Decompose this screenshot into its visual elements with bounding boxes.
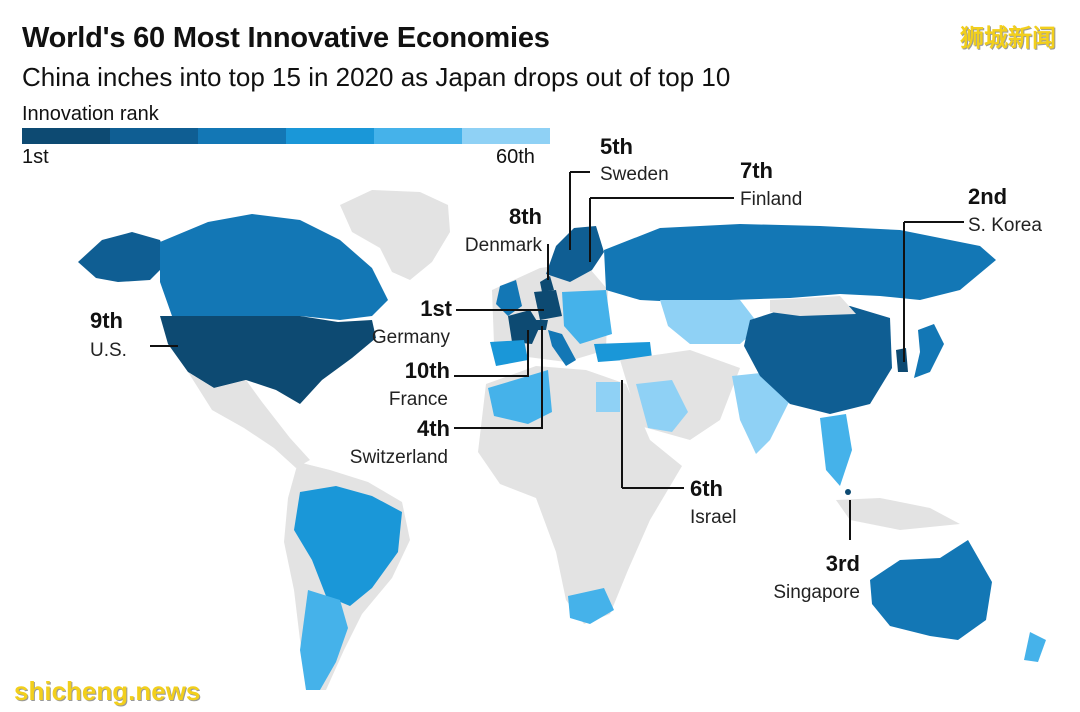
callout-rank-singapore: 3rd [825,551,860,576]
leader-line-switzerland [454,326,543,429]
region-brazil [294,486,402,606]
region-north-africa [488,370,552,424]
region-saudi-arabia [636,380,688,432]
region-eastern-europe [562,290,612,344]
region-australia [870,540,992,640]
callout-country-sweden: Sweden [600,164,669,185]
callout-country-switzerland: Switzerland [349,447,448,468]
callout-rank-finland: 7th [740,158,773,183]
legend-swatch-5 [374,128,462,144]
callout-country-singapore: Singapore [773,582,860,603]
legend-min-label: 1st [22,146,49,168]
leader-line-korea [903,221,964,362]
callout-country-denmark: Denmark [464,235,542,256]
region-alaska [78,232,168,282]
region-central-asia [660,300,760,344]
callout-country-france: France [388,389,448,410]
callout-rank-korea: 2nd [968,184,1008,209]
region-china [744,304,892,414]
legend-swatch-2 [110,128,198,144]
callout-rank-denmark: 8th [509,204,542,229]
region-turkey [594,342,652,362]
callout-country-finland: Finland [740,189,803,210]
region-greenland [340,190,450,280]
region-france [508,310,540,344]
callout-lines [150,171,964,540]
callout-rank-us: 9th [90,308,123,333]
leader-line-france [454,330,529,377]
watermark-logo-bottom: shicheng.news [14,676,201,706]
callout-country-israel: Israel [690,507,737,528]
region-singapore [845,489,851,495]
callout-rank-sweden: 5th [600,134,633,159]
legend-swatch-6 [462,128,550,144]
legend-swatch-4 [286,128,374,144]
region-mexico [188,372,310,468]
region-canada [160,214,388,320]
region-japan [914,324,944,378]
region-uk [496,280,522,316]
region-denmark [540,276,554,292]
region-new-zealand [1024,632,1046,662]
region-italy [548,330,576,366]
legend-max-label: 60th [496,146,535,168]
callout-country-germany: Germany [371,327,450,348]
region-egypt [596,382,620,412]
legend-swatch-1 [22,128,110,144]
region-germany [534,290,562,320]
legend-title: Innovation rank [22,103,159,125]
region-argentina [300,590,348,690]
callout-rank-germany: 1st [420,296,452,321]
legend-color-scale [22,128,550,144]
leader-line-israel [621,380,684,489]
region-switzerland [533,320,548,330]
callout-country-us: U.S. [90,340,127,361]
chart-subtitle: China inches into top 15 in 2020 as Japa… [22,62,731,92]
region-southeast-asia [820,414,852,486]
region-united-states [160,316,376,404]
callout-rank-switzerland: 4th [417,416,450,441]
legend-swatch-3 [198,128,286,144]
watermark-logo-top: 狮城新闻 [960,25,1056,52]
region-spain [490,340,528,366]
region-africa [478,366,682,624]
chart-title: World's 60 Most Innovative Economies [22,22,550,54]
region-indonesia [836,498,960,530]
region-mongolia [770,296,856,316]
leader-line-sweden [569,171,590,250]
region-scandinavia [546,226,604,282]
region-russia [604,224,996,302]
region-south-africa [568,588,614,624]
callout-country-korea: S. Korea [968,215,1042,236]
region-south-korea [896,348,908,372]
callout-rank-israel: 6th [690,476,723,501]
region-india [732,372,790,454]
callout-rank-france: 10th [404,358,450,383]
leader-line-finland [589,197,734,262]
